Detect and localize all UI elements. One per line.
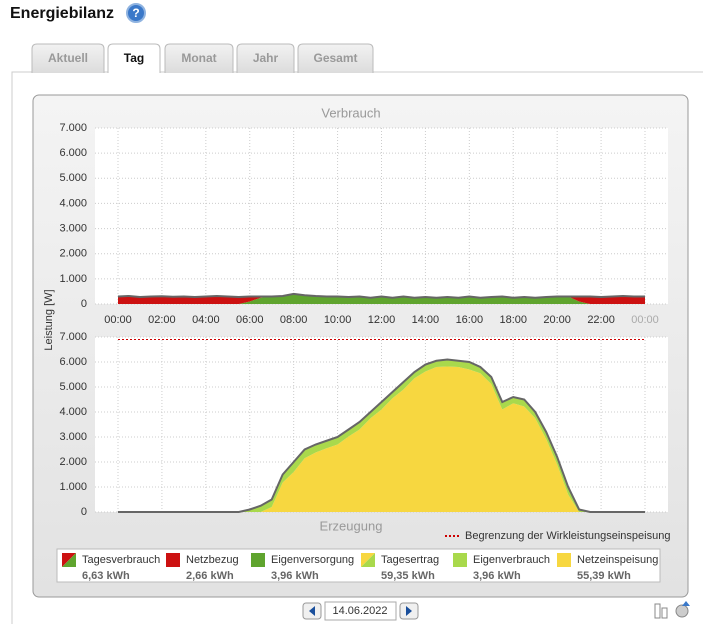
date-text: 14.06.2022	[332, 605, 387, 617]
svg-text:?: ?	[132, 6, 139, 20]
y-tick-label: 0	[81, 506, 87, 518]
legend-name: Tagesertrag	[381, 554, 439, 566]
x-tick-label: 16:00	[456, 314, 484, 326]
legend-swatch	[62, 553, 76, 567]
legend-swatch	[251, 553, 265, 567]
y-tick-label: 7.000	[59, 331, 87, 343]
limit-legend-label: Begrenzung der Wirkleistungseinspeisung	[465, 530, 670, 542]
legend: Tagesverbrauch 6,63 kWh Netzbezug 2,66 kWh E…	[62, 553, 658, 582]
tab-label: Monat	[181, 51, 216, 65]
legend-swatch	[453, 553, 467, 567]
y-tick-label: 3.000	[59, 222, 87, 234]
page-title: Energiebilanz	[10, 5, 114, 22]
y-tick-label: 5.000	[59, 381, 87, 393]
legend-name: Eigenversorgung	[271, 554, 354, 566]
x-tick-label: 10:00	[324, 314, 352, 326]
y-tick-label: 6.000	[59, 356, 87, 368]
tab-label: Jahr	[253, 51, 279, 65]
x-tick-label: 02:00	[148, 314, 176, 326]
x-tick-label: 00:00	[631, 314, 659, 326]
prev-day-button[interactable]	[302, 602, 322, 620]
tab-bar: Aktuell Tag Monat Jahr Gesamt	[31, 43, 374, 73]
legend-total: 3,96 kWh	[271, 570, 319, 582]
y-tick-label: 0	[81, 298, 87, 310]
legend-name: Tagesverbrauch	[82, 554, 160, 566]
legend-name: Netzeinspeisung	[577, 554, 658, 566]
x-tick-label: 12:00	[368, 314, 396, 326]
y-tick-label: 7.000	[59, 122, 87, 134]
help-icon[interactable]: ?	[126, 3, 146, 23]
tab[interactable]	[297, 43, 374, 73]
tab[interactable]	[107, 43, 161, 73]
tab[interactable]	[236, 43, 295, 73]
tab-label: Tag	[124, 51, 144, 65]
y-tick-label: 6.000	[59, 147, 87, 159]
x-tick-label: 14:00	[412, 314, 440, 326]
x-tick-label: 04:00	[192, 314, 220, 326]
date-field[interactable]	[324, 601, 397, 621]
legend-total: 3,96 kWh	[473, 570, 521, 582]
legend-total: 6,63 kWh	[82, 570, 130, 582]
legend-swatch	[361, 553, 375, 567]
tab[interactable]	[164, 43, 234, 73]
next-day-button[interactable]	[399, 602, 419, 620]
chart-title: Erzeugung	[320, 518, 383, 533]
chart-title: Verbrauch	[321, 105, 380, 120]
tab[interactable]	[31, 43, 105, 73]
settings-icon[interactable]	[675, 601, 690, 618]
y-tick-label: 3.000	[59, 431, 87, 443]
x-tick-label: 06:00	[236, 314, 264, 326]
x-tick-label: 08:00	[280, 314, 308, 326]
tab-label: Aktuell	[48, 51, 88, 65]
legend-name: Eigenverbrauch	[473, 554, 550, 566]
x-tick-label: 20:00	[543, 314, 571, 326]
x-tick-label: 22:00	[587, 314, 615, 326]
y-tick-label: 2.000	[59, 248, 87, 260]
charts: Verbrauch 0 1.000 2.000 3.000 4.000 5.000 6.000…	[59, 105, 670, 541]
tab-label: Gesamt	[313, 51, 357, 65]
total-line	[118, 358, 645, 513]
export-icon[interactable]	[654, 603, 668, 619]
legend-total: 59,35 kWh	[381, 570, 435, 582]
y-tick-label: 4.000	[59, 197, 87, 209]
legend-swatch	[557, 553, 571, 567]
area	[118, 366, 645, 512]
legend-swatch	[166, 553, 180, 567]
y-tick-label: 4.000	[59, 406, 87, 418]
legend-total: 55,39 kWh	[577, 570, 631, 582]
legend-name: Netzbezug	[186, 554, 239, 566]
x-tick-label: 00:00	[104, 314, 132, 326]
y-tick-label: 2.000	[59, 456, 87, 468]
x-tick-label: 18:00	[499, 314, 527, 326]
y-tick-label: 1.000	[59, 481, 87, 493]
total-line	[117, 292, 645, 299]
y-tick-label: 5.000	[59, 172, 87, 184]
y-tick-label: 1.000	[59, 273, 87, 285]
legend-total: 2,66 kWh	[186, 570, 234, 582]
y-axis-label: Leistung [W]	[43, 289, 55, 350]
